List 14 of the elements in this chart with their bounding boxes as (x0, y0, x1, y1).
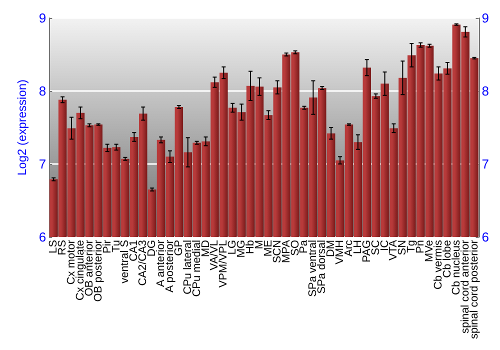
x-tick-label: Arc (342, 239, 355, 256)
x-tick-label: CPu medial (190, 240, 203, 297)
x-tick-label: SCN (271, 240, 284, 264)
x-tick-label: Tg (406, 240, 418, 253)
y2-tick-label: 9 (482, 10, 490, 26)
y2-tick-label: 6 (482, 229, 490, 244)
y-tick-label: 6 (38, 229, 46, 244)
y-tick-label: 8 (38, 83, 46, 98)
y2-tick-label: 7 (482, 156, 490, 172)
x-tick-label: M (253, 240, 266, 250)
y-axis-title: Log2 (expression) (15, 79, 29, 176)
y-tick-label: 7 (38, 156, 46, 172)
y-tick-label: 9 (38, 10, 46, 26)
y2-tick-label: 8 (482, 83, 490, 98)
